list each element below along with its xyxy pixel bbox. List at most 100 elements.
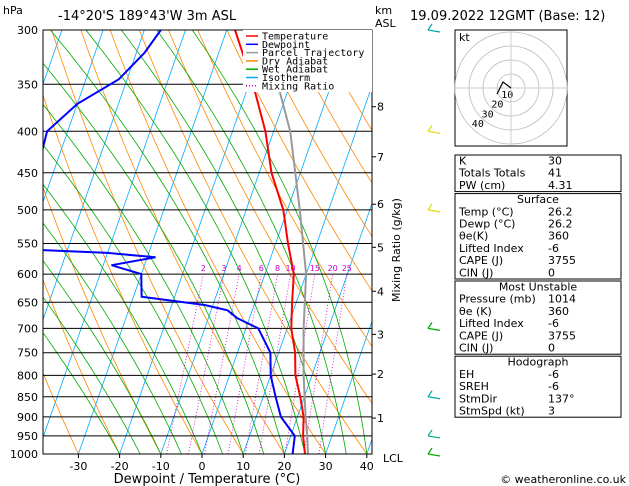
wind-barb <box>427 396 441 400</box>
mixing-ratio-label: 6 <box>259 264 264 273</box>
legend-label: Parcel Trajectory <box>262 48 364 59</box>
table-row-value: 360 <box>548 305 569 318</box>
km-unit: km <box>375 4 392 17</box>
table-title: Surface <box>517 193 559 206</box>
dry-adiabat-line <box>226 30 372 292</box>
pressure-tick-label: 500 <box>17 204 38 217</box>
legend-label: Isotherm <box>262 73 310 84</box>
temp-tick-label: 20 <box>277 460 291 473</box>
wind-barb <box>427 453 441 457</box>
hodograph-unit: kt <box>459 31 470 44</box>
mixing-ratio-axis-label: Mixing Ratio (g/kg) <box>390 198 403 302</box>
km-tick-label: 2 <box>377 368 384 381</box>
wind-barb <box>427 327 441 331</box>
temp-tick-label: -10 <box>152 460 170 473</box>
dry-adiabat-line <box>606 30 629 454</box>
mixing-ratio-label: 2 <box>201 264 206 273</box>
hpa-unit: hPa <box>3 4 23 17</box>
hodograph-ring-label: 30 <box>482 109 494 120</box>
mixing-ratio-line <box>244 274 278 454</box>
parcel-trajectory-line <box>262 30 309 454</box>
pressure-tick-label: 950 <box>17 430 38 443</box>
wind-barb-feather <box>427 322 433 329</box>
table-row-value: 3755 <box>548 254 576 267</box>
mixing-ratio-label: 4 <box>237 264 242 273</box>
table-row-value: 26.2 <box>548 218 573 231</box>
asl-label: ASL <box>375 17 397 30</box>
mixing-ratio-label: 25 <box>342 264 352 273</box>
axis-labels: 2 3 4 6 8 10 15 20 25300350400450500550600650700… <box>10 24 374 473</box>
pressure-tick-label: 450 <box>17 167 38 180</box>
table-row-value: -6 <box>548 380 559 393</box>
table-row-value: 360 <box>548 230 569 243</box>
table-row-value: -6 <box>548 368 559 381</box>
isotherm-line <box>119 30 269 454</box>
table-row-value: 137° <box>548 392 575 405</box>
pressure-tick-label: 650 <box>17 296 38 309</box>
table-row-value: 4.31 <box>548 179 573 192</box>
table-row-label: SREH <box>459 380 489 393</box>
table-row-value: -6 <box>548 242 559 255</box>
mixing-ratio-line <box>318 274 348 454</box>
km-tick-label: 6 <box>377 198 384 211</box>
wind-barbs <box>427 23 441 457</box>
table-row-value: -6 <box>548 317 559 330</box>
wind-barb-feather <box>427 124 433 132</box>
km-tick-label: 8 <box>377 101 384 114</box>
wind-barb <box>427 130 441 134</box>
isotherm-line <box>201 30 351 454</box>
temp-tick-label: 30 <box>319 460 333 473</box>
pressure-tick-label: 600 <box>17 268 38 281</box>
temp-tick-label: -30 <box>69 460 87 473</box>
isotherm-line <box>325 320 372 454</box>
table-frame <box>454 355 622 418</box>
table-row-value: 1014 <box>548 293 576 306</box>
table-frame <box>454 280 622 355</box>
table-row-label: StmSpd (kt) <box>459 405 525 418</box>
legend-label: Dry Adiabat <box>262 56 328 67</box>
wet-adiabat-line <box>43 332 120 454</box>
km-tick-label: 4 <box>377 285 384 298</box>
temperature-line <box>234 30 307 454</box>
km-tick-label: 7 <box>377 151 384 164</box>
mixing-ratio-label: 8 <box>275 264 280 273</box>
dry-adiabat-line <box>43 371 79 454</box>
dewpoint-line <box>43 30 296 454</box>
pressure-tick-label: 850 <box>17 391 38 404</box>
mixing-ratio-line <box>204 274 240 454</box>
table-row-label: Dewp (°C) <box>459 218 515 231</box>
pressure-tick-label: 700 <box>17 322 38 335</box>
table-row-value: 30 <box>548 155 562 168</box>
pressure-tick-label: 550 <box>17 237 38 250</box>
km-tick-label: 5 <box>377 241 384 254</box>
legend-label: Dewpoint <box>262 40 310 51</box>
wind-barb <box>427 435 441 439</box>
table-title: Most Unstable <box>499 281 578 294</box>
table-row-label: StmDir <box>459 392 498 405</box>
dry-adiabat-line <box>43 93 203 454</box>
isotherm-line <box>78 30 228 454</box>
dry-adiabat-line <box>255 30 372 238</box>
table-row-label: Temp (°C) <box>458 205 514 218</box>
wet-adiabat-line <box>120 30 326 454</box>
legend-label: Temperature <box>262 32 328 43</box>
pressure-tick-label: 800 <box>17 369 38 382</box>
dry-adiabat-line <box>197 30 372 348</box>
temp-tick-label: -20 <box>111 460 129 473</box>
location-title: -14°20'S 189°43'W 3m ASL <box>58 9 237 24</box>
mixing-ratio-label: 15 <box>310 264 320 273</box>
table-row-value: 0 <box>548 342 555 355</box>
pressure-tick-label: 750 <box>17 347 38 360</box>
plot-frame <box>42 29 373 455</box>
table-row-value: 0 <box>548 266 555 279</box>
dry-adiabat-line <box>284 30 372 184</box>
wind-barb-feather <box>427 390 433 398</box>
pressure-tick-label: 900 <box>17 411 38 424</box>
km-tick-label: 3 <box>377 328 384 341</box>
table-row-label: θe (K) <box>459 305 492 318</box>
table-row-label: Pressure (mb) <box>459 293 536 306</box>
wind-barb <box>427 209 441 213</box>
temp-tick-label: 40 <box>360 460 374 473</box>
